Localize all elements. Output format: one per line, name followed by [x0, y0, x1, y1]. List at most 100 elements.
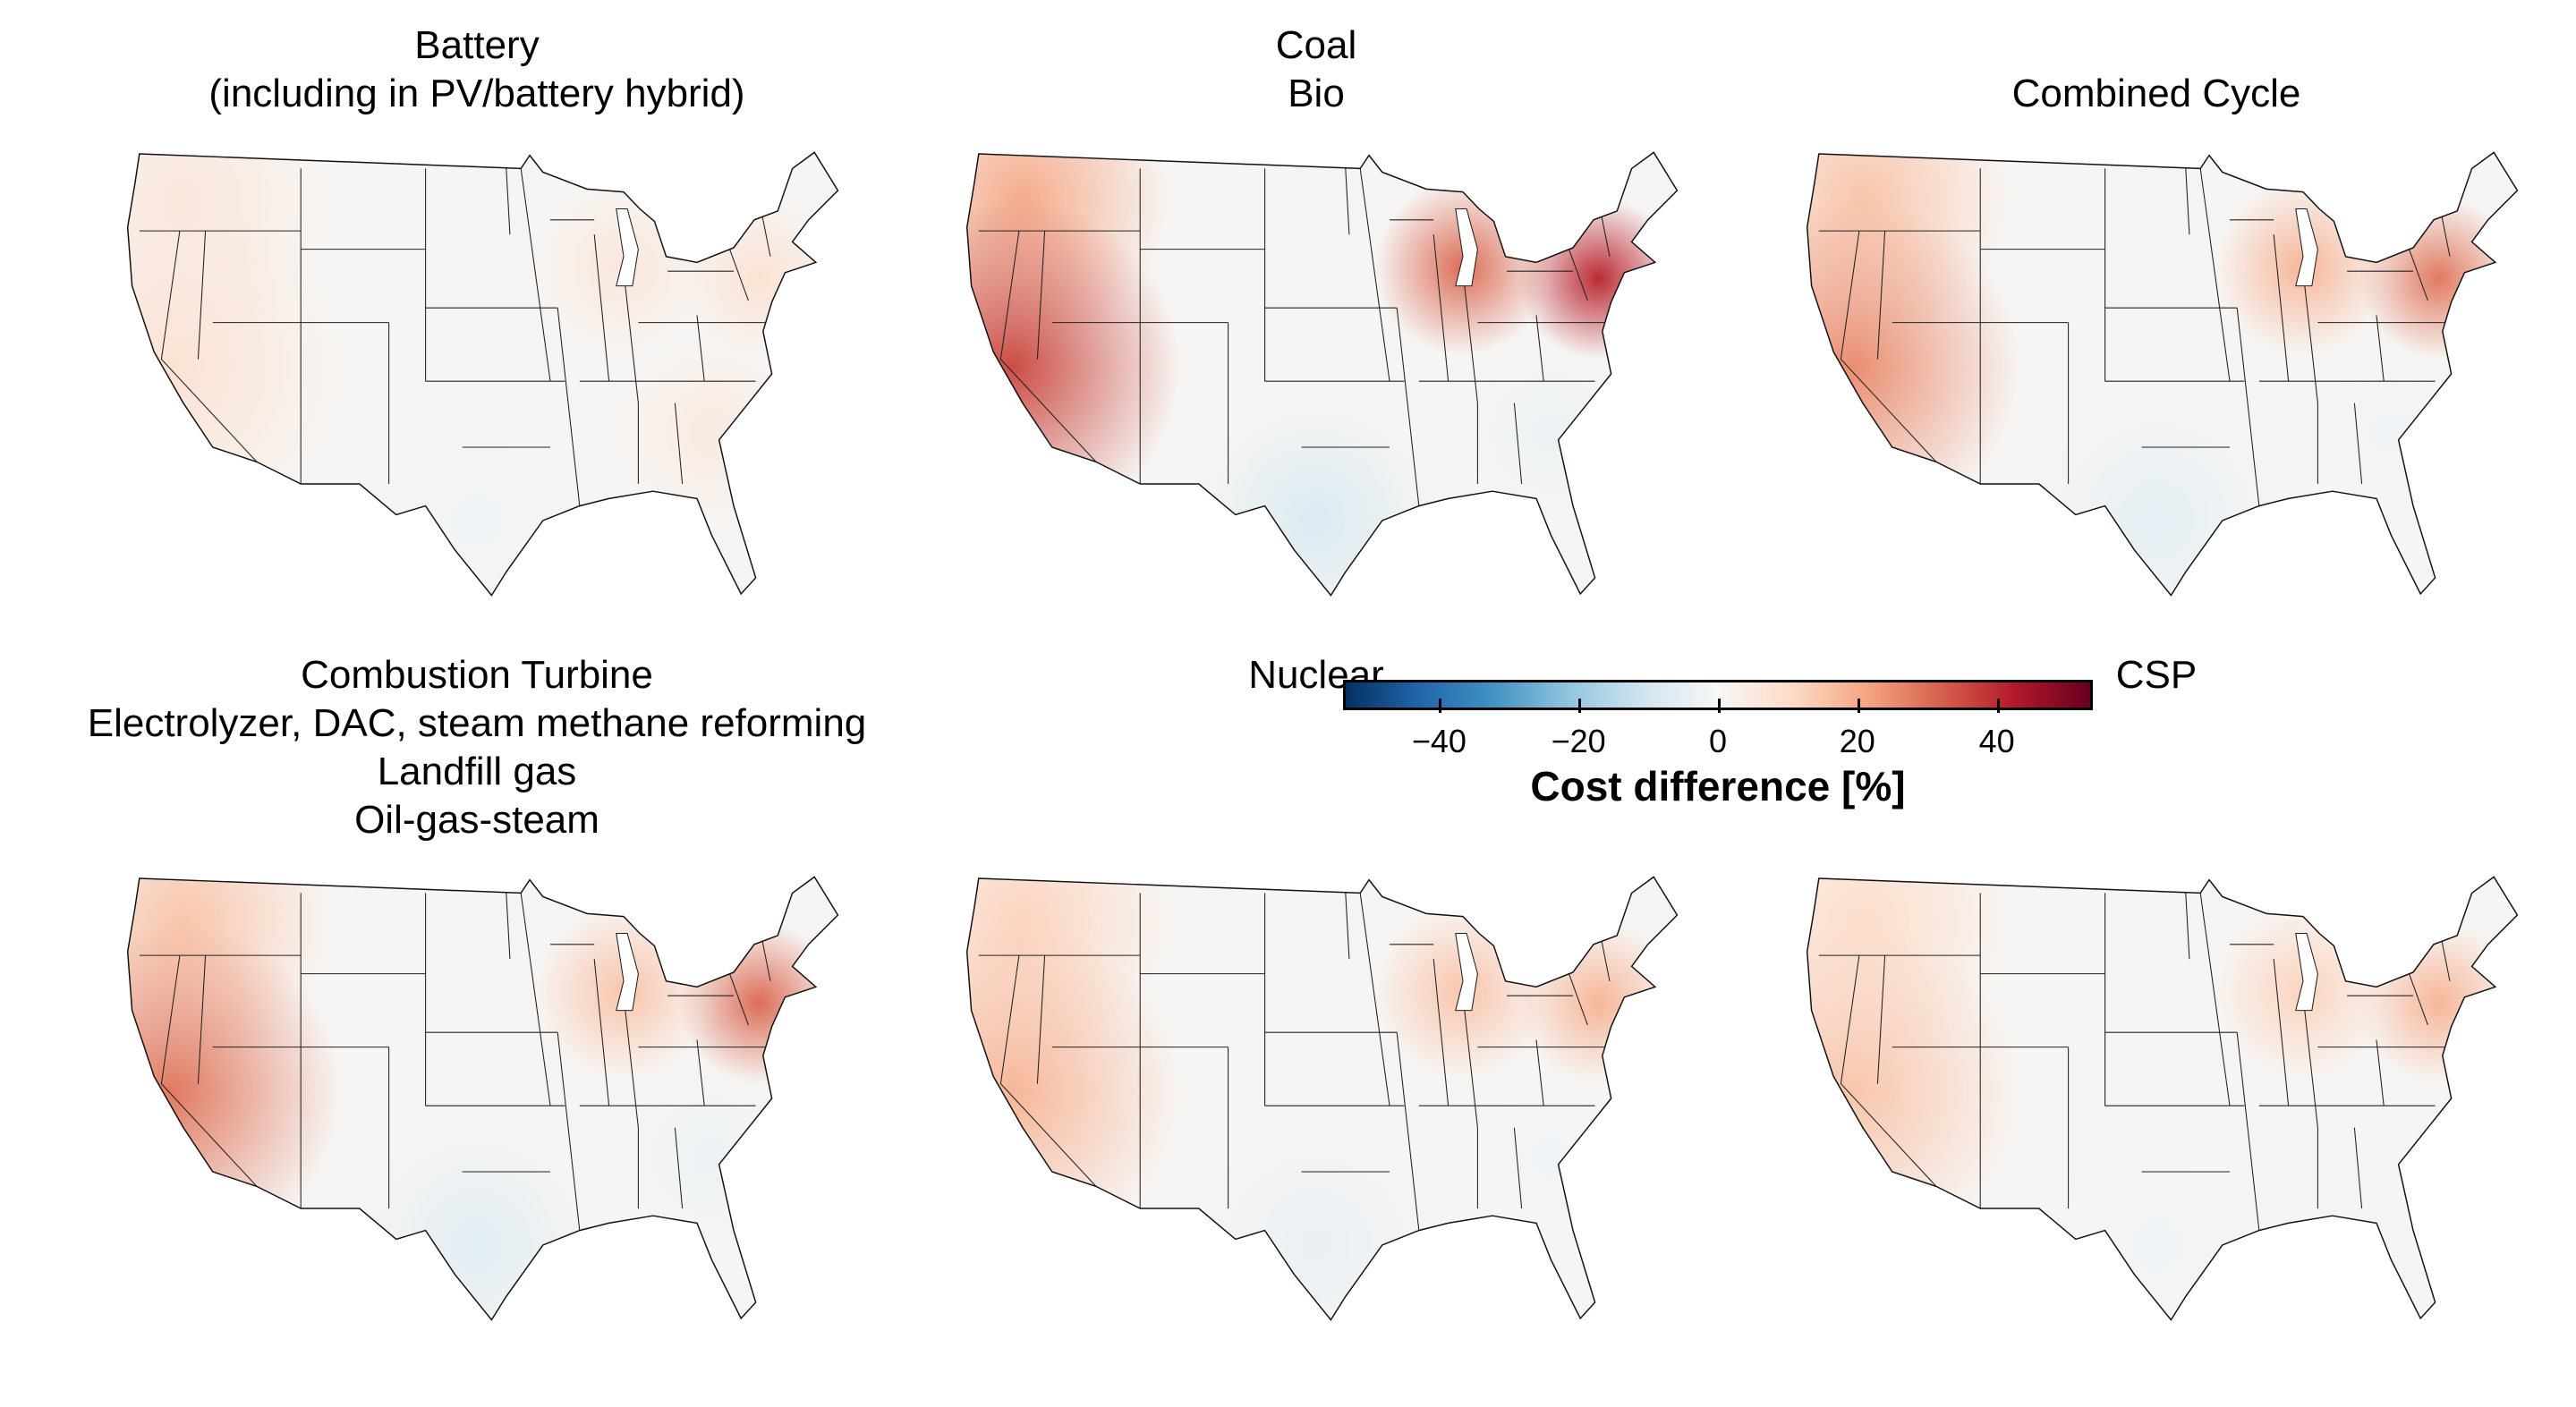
- panel-title-line: Oil-gas-steam: [354, 798, 599, 842]
- state-border: [2376, 315, 2385, 382]
- us-outline: [965, 151, 1679, 597]
- state-border: [999, 231, 1097, 462]
- state-border: [520, 893, 551, 1106]
- panel-title-line: Landfill gas: [377, 750, 577, 793]
- panel-title: Coal Bio: [869, 21, 1764, 118]
- state-border: [1433, 234, 1450, 382]
- state-border: [557, 1032, 581, 1231]
- colorbar-tick-label: −20: [1551, 723, 1606, 759]
- state-border: [2236, 1032, 2260, 1231]
- state-border: [593, 959, 610, 1106]
- region-texas: [2031, 395, 2282, 596]
- state-border: [2185, 893, 2190, 960]
- state-border: [1359, 893, 1390, 1106]
- region-california-west: [1807, 198, 2021, 536]
- state-border: [1876, 955, 1886, 1084]
- us-outline: [1806, 876, 2519, 1321]
- state-border: [593, 234, 610, 382]
- state-border: [506, 893, 511, 960]
- state-border: [2199, 893, 2231, 1106]
- region-southeast: [616, 337, 807, 529]
- region-texas: [1191, 1120, 1441, 1320]
- colorbar-tick: [1439, 699, 1442, 713]
- state-border: [197, 955, 207, 1084]
- colorbar-tick-label: −40: [1411, 723, 1467, 759]
- lake-michigan: [616, 208, 639, 287]
- state-border: [520, 168, 551, 382]
- us-map-panel: [1806, 151, 2519, 597]
- panel-title-line: Combined Cycle: [2011, 72, 2301, 115]
- state-border: [1396, 308, 1420, 506]
- panel-title: Combustion Turbine Electrolyzer, DAC, ste…: [30, 651, 924, 844]
- region-southeast: [2295, 337, 2487, 529]
- colorbar-tick-label: 40: [1978, 723, 2015, 759]
- state-border: [999, 955, 1097, 1187]
- colorbar-tick: [1718, 699, 1721, 713]
- lake-michigan: [1455, 932, 1478, 1012]
- region-california-west: [127, 922, 342, 1260]
- us-outline: [1806, 151, 2519, 597]
- state-border: [1396, 1032, 1420, 1231]
- panel-title-line: Battery: [414, 23, 540, 67]
- state-border: [2236, 308, 2260, 506]
- region-southeast: [1455, 337, 1646, 529]
- us-map-panel: [1806, 876, 2519, 1321]
- panel-title: CSP: [1709, 651, 2576, 699]
- region-texas: [352, 395, 602, 596]
- region-california-west: [1807, 922, 2021, 1260]
- state-border: [2273, 234, 2290, 382]
- panel-title-line: Combustion Turbine: [301, 653, 653, 697]
- region-southeast: [616, 1062, 807, 1253]
- us-map-panel: [126, 876, 839, 1321]
- us-outline: [965, 876, 1679, 1321]
- colorbar-label: Cost difference [%]: [1530, 763, 1906, 809]
- state-border: [674, 1127, 684, 1209]
- region-texas: [2031, 1120, 2282, 1320]
- us-map-panel: [965, 151, 1679, 597]
- us-outline: [126, 151, 839, 597]
- state-border: [160, 231, 258, 462]
- colorbar-tick: [1857, 699, 1860, 713]
- state-border: [1345, 168, 1350, 235]
- state-border: [1036, 231, 1046, 360]
- state-border: [696, 315, 705, 382]
- lake-michigan: [2295, 932, 2318, 1012]
- lake-michigan: [2295, 208, 2318, 287]
- colorbar-tick: [1996, 699, 2000, 713]
- colorbar-tick-label: 20: [1839, 723, 1875, 759]
- state-border: [2199, 168, 2231, 382]
- state-border: [1359, 168, 1390, 382]
- panel-title-line: CSP: [2115, 653, 2198, 697]
- region-california-west: [966, 922, 1181, 1260]
- state-border: [1535, 1039, 1544, 1106]
- state-border: [506, 168, 511, 235]
- state-border: [1036, 955, 1046, 1084]
- panel-title: Combined Cycle: [1709, 70, 2576, 118]
- state-border: [1513, 1127, 1523, 1209]
- state-border: [1840, 231, 1937, 462]
- state-border: [674, 403, 684, 485]
- colorbar-tick: [1578, 699, 1582, 713]
- state-border: [1535, 315, 1544, 382]
- state-border: [160, 955, 258, 1187]
- state-border: [2353, 403, 2363, 485]
- lake-michigan: [616, 932, 639, 1012]
- us-outline: [126, 876, 839, 1321]
- state-border: [2376, 1039, 2385, 1106]
- panel-title-line: Bio: [1288, 72, 1345, 115]
- panel-title: Battery (including in PV/battery hybrid): [30, 21, 924, 118]
- panel-title-line: (including in PV/battery hybrid): [208, 72, 745, 115]
- state-border: [2353, 1127, 2363, 1209]
- state-border: [197, 231, 207, 360]
- state-border: [2185, 168, 2190, 235]
- state-border: [1433, 959, 1450, 1106]
- panel-title-line: Electrolyzer, DAC, steam methane reformi…: [87, 701, 867, 745]
- panel-title-line: Coal: [1275, 23, 1357, 67]
- us-map-panel: [965, 876, 1679, 1321]
- region-southeast: [1455, 1062, 1646, 1253]
- region-texas: [352, 1120, 602, 1320]
- colorbar-tick-label: 0: [1708, 723, 1728, 759]
- state-border: [1840, 955, 1937, 1187]
- lake-michigan: [1455, 208, 1478, 287]
- region-southeast: [2295, 1062, 2487, 1253]
